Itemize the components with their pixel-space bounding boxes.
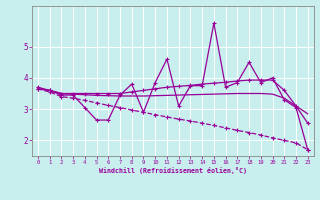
X-axis label: Windchill (Refroidissement éolien,°C): Windchill (Refroidissement éolien,°C) — [99, 167, 247, 174]
